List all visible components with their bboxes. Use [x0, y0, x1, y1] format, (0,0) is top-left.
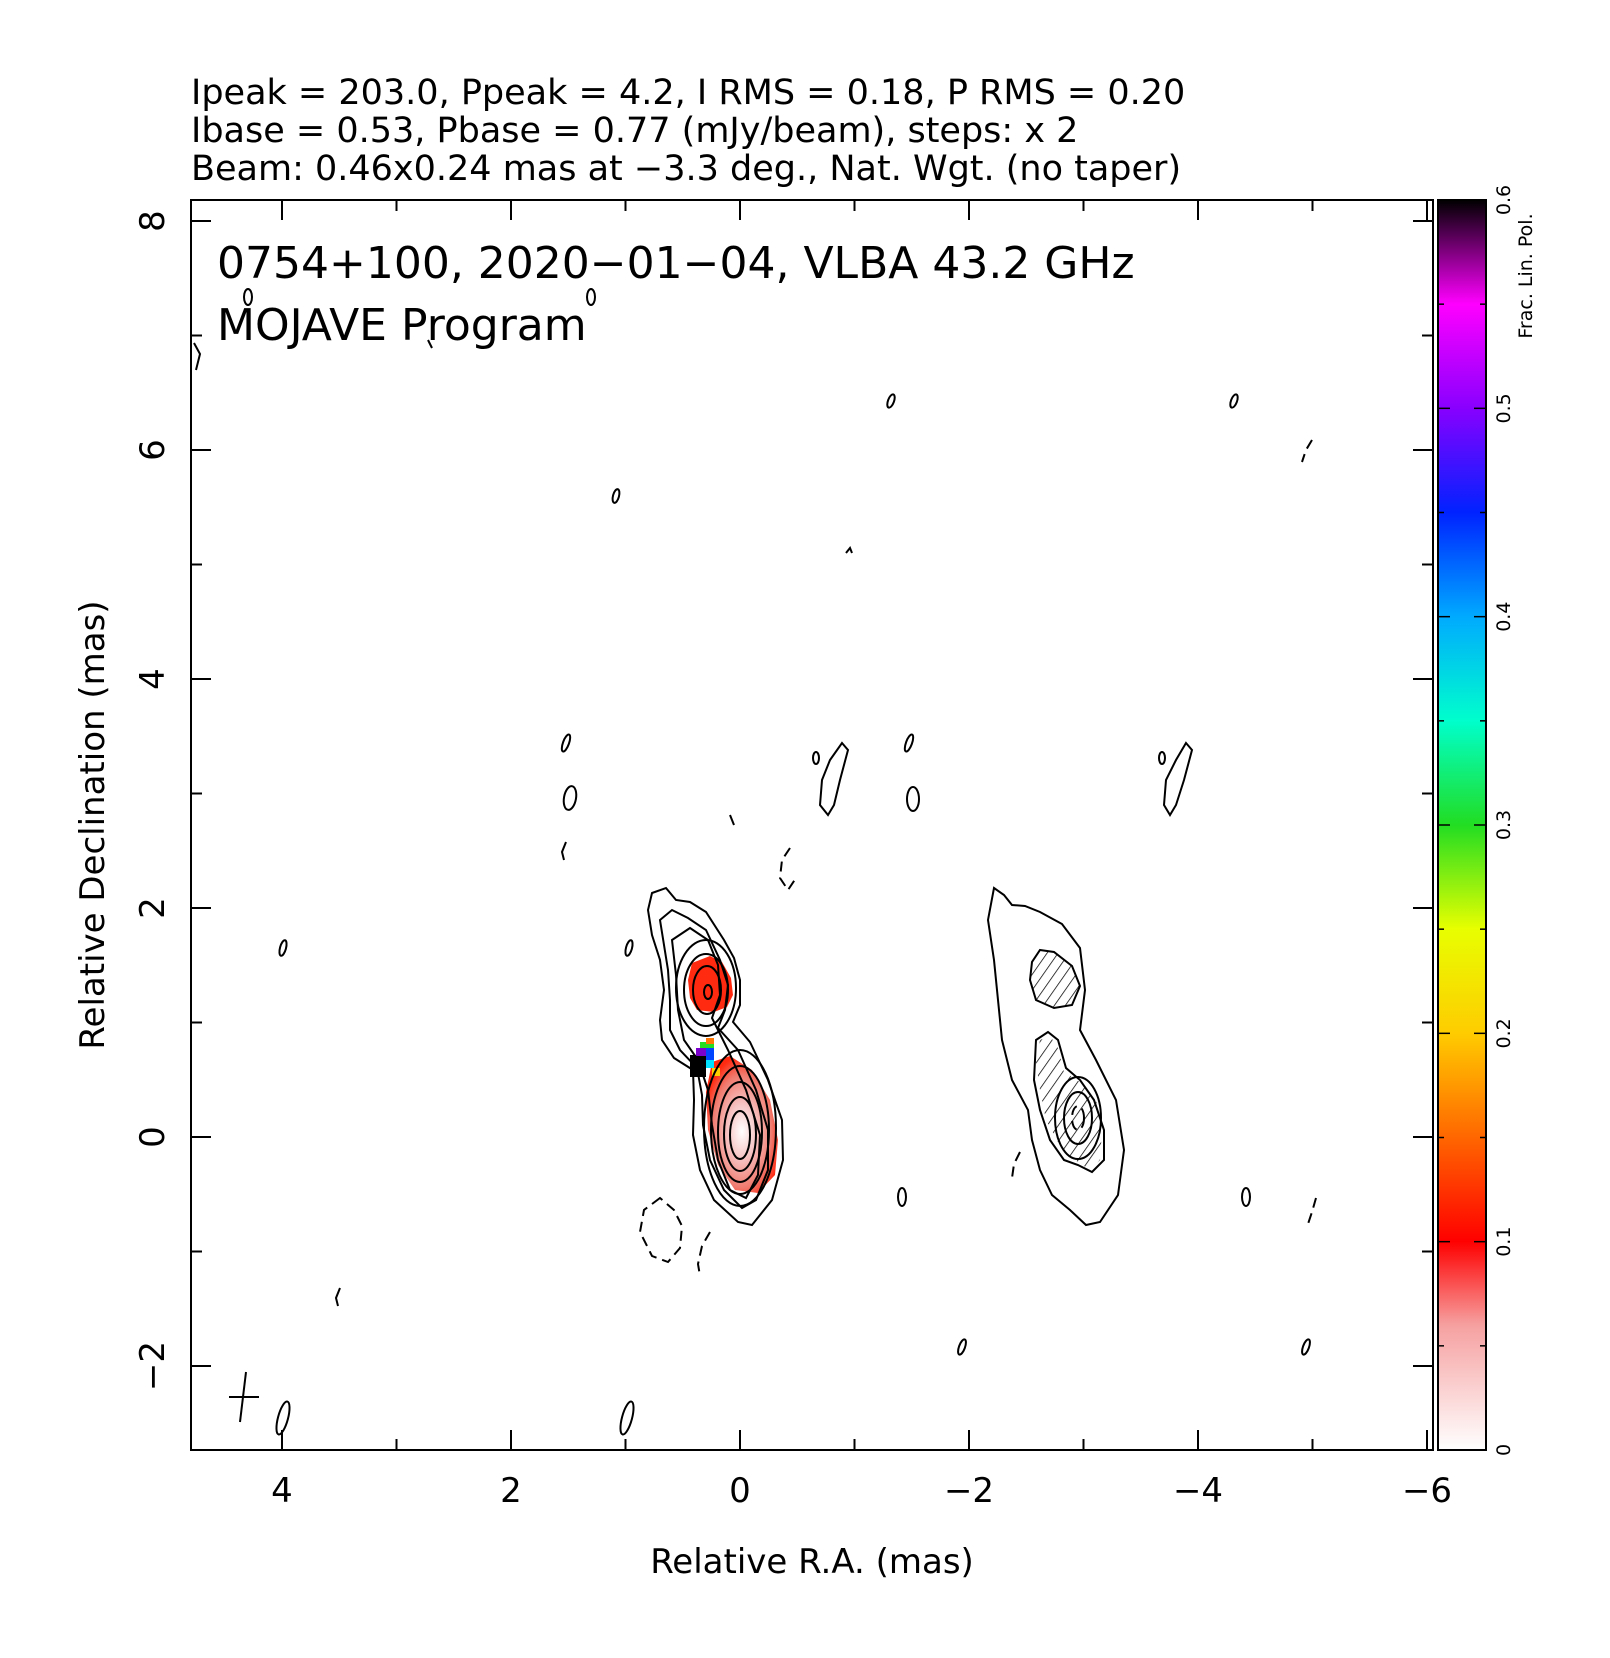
colorbar-tick-label: 0.3 — [1493, 810, 1515, 840]
noise-ellipse — [278, 939, 288, 957]
polarized-intensity-contours — [986, 886, 1126, 1227]
colorbar-tick-label: 0.4 — [1493, 602, 1515, 632]
neg-contour-3 — [778, 847, 797, 892]
pol-contour-core-3 — [1071, 1105, 1085, 1131]
colorbar-tick-label: 0.1 — [1493, 1227, 1515, 1257]
pol-hatch-north — [1028, 948, 1082, 1010]
noise-arc — [334, 1287, 341, 1307]
noise-arc — [560, 841, 567, 861]
y-tick-label: 0 — [133, 1126, 173, 1148]
x-tick-label: −2 — [944, 1471, 994, 1511]
contour-core-1 — [703, 1049, 777, 1207]
x-tick-label: 4 — [271, 1471, 293, 1511]
noise-ellipse — [957, 1338, 967, 1356]
noise-ellipse — [619, 1400, 635, 1436]
noise-arc — [729, 814, 735, 826]
noise-ellipse — [243, 288, 253, 306]
neg-contour-5 — [1307, 1197, 1317, 1225]
x-tick-label: 0 — [729, 1471, 751, 1511]
colorbar-tick-label: 0.5 — [1493, 393, 1515, 423]
colorbar-label: Frac. Lin. Pol. — [1515, 213, 1537, 338]
contour-north-2 — [683, 953, 729, 1027]
noise-ellipse — [897, 1187, 907, 1207]
contour-3 — [670, 926, 762, 1200]
contour-core-4 — [723, 1096, 757, 1172]
y-tick-label: 6 — [133, 439, 173, 461]
x-tick-label: −4 — [1173, 1471, 1223, 1511]
noise-ellipse — [1229, 393, 1239, 409]
neg-contour-1 — [638, 1196, 684, 1264]
pol-patch-violet — [696, 1048, 706, 1056]
noise-contour — [818, 741, 850, 817]
noise-ellipse — [560, 733, 572, 753]
y-tick-label: −2 — [133, 1341, 173, 1391]
contour-north-3 — [692, 965, 722, 1015]
contour-core-3 — [717, 1081, 763, 1183]
pol-patch-green — [700, 1042, 714, 1048]
beam-marker — [229, 1371, 259, 1423]
noise-ellipse — [906, 786, 920, 812]
header-line-2: Ibase = 0.53, Pbase = 0.77 (mJy/beam), s… — [191, 111, 1078, 151]
intensity-contours — [646, 886, 785, 1227]
contour-core-2 — [710, 1065, 770, 1195]
contour-2 — [658, 908, 769, 1210]
noise-arc — [193, 342, 202, 371]
neg-contour-2 — [696, 1231, 711, 1277]
y-tick-label: 8 — [133, 210, 173, 232]
neg-contour-6 — [1011, 1151, 1021, 1179]
noise-arc — [427, 339, 433, 349]
header-line-3: Beam: 0.46x0.24 mas at −3.3 deg., Nat. W… — [191, 149, 1181, 189]
colorbar-tick-labels: 0 0.1 0.2 0.3 0.4 0.5 0.6 — [1493, 185, 1515, 1456]
x-tick-label: 2 — [500, 1471, 522, 1511]
noise-ellipse — [275, 1400, 291, 1436]
axis-ticks — [191, 200, 1433, 1450]
x-tick-label: −6 — [1402, 1471, 1452, 1511]
pol-patch-orange — [706, 1038, 714, 1044]
noise-contour — [1162, 741, 1194, 817]
pol-patch-blue — [706, 1046, 714, 1060]
pol-contour-core-1 — [1054, 1076, 1102, 1160]
contour-core-5 — [729, 1110, 751, 1160]
pol-contour-outer — [986, 886, 1126, 1227]
plot-frame — [190, 199, 1434, 1451]
x-tick-labels: 4 2 0 −2 −4 −6 — [271, 1471, 1452, 1511]
noise-ellipse — [562, 785, 578, 811]
pol-hatch-core — [1036, 1036, 1102, 1170]
noise-ellipse — [812, 751, 820, 765]
noise-ellipse — [1301, 1338, 1311, 1356]
pol-patch-cyan — [706, 1060, 714, 1068]
pol-patch-core — [706, 1056, 778, 1193]
noise-ellipse — [586, 288, 596, 306]
noise-ellipse — [1241, 1187, 1251, 1207]
colorbar-ticks — [1438, 199, 1486, 1451]
contour-map — [193, 288, 1317, 1436]
header-line-1: Ipeak = 203.0, Ppeak = 4.2, I RMS = 0.18… — [191, 73, 1185, 113]
noise-ellipse — [611, 488, 621, 504]
x-axis-label: Relative R.A. (mas) — [650, 1542, 974, 1582]
noise-ellipse — [1158, 751, 1166, 765]
contour-north-1 — [675, 939, 737, 1037]
y-tick-labels: −2 0 2 4 6 8 — [133, 210, 173, 1391]
colorbar-tick-label: 0.6 — [1493, 185, 1515, 215]
pol-contour-inner — [1032, 1030, 1105, 1174]
noise-ellipse — [886, 393, 896, 409]
colorbar-tick-label: 0.2 — [1493, 1018, 1515, 1048]
map-title: 0754+100, 2020−01−04, VLBA 43.2 GHz — [217, 238, 1135, 289]
y-axis-label: Relative Declination (mas) — [73, 600, 113, 1049]
contour-north-peak — [703, 984, 713, 1000]
map-subtitle: MOJAVE Program — [217, 300, 587, 351]
noise-contours — [193, 288, 1317, 1436]
contour-outer — [646, 886, 785, 1227]
noise-arc — [845, 546, 853, 554]
colorbar-tick-label: 0 — [1493, 1444, 1515, 1456]
y-tick-label: 2 — [133, 897, 173, 919]
pol-contour-core-2 — [1063, 1091, 1093, 1145]
noise-ellipse — [624, 939, 634, 957]
y-tick-label: 4 — [133, 668, 173, 690]
neg-contour-4 — [1301, 439, 1313, 463]
noise-ellipse — [903, 733, 915, 753]
